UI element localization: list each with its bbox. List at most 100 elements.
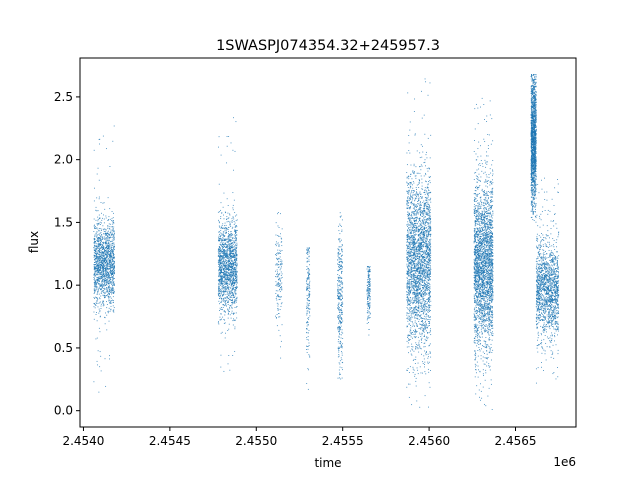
data-point: [233, 319, 235, 321]
data-point: [418, 197, 420, 199]
data-point: [306, 281, 308, 283]
data-point: [427, 206, 429, 208]
data-point: [410, 249, 412, 251]
data-point: [229, 281, 231, 283]
data-point: [225, 265, 227, 267]
data-point: [417, 284, 419, 286]
data-point: [235, 220, 237, 222]
data-point: [100, 288, 102, 290]
data-point: [227, 242, 229, 244]
data-point: [418, 208, 420, 210]
data-point: [277, 305, 279, 307]
data-point: [415, 294, 417, 296]
data-point: [340, 265, 342, 267]
data-point: [113, 263, 115, 264]
data-point: [225, 286, 227, 288]
data-point: [98, 256, 99, 258]
data-point: [223, 260, 224, 262]
data-point: [226, 231, 227, 233]
data-point: [106, 242, 108, 244]
data-point: [220, 244, 222, 246]
data-point: [110, 236, 112, 238]
data-point: [421, 249, 423, 251]
data-point: [225, 226, 227, 228]
season-points: [305, 247, 311, 390]
data-point: [219, 283, 221, 285]
data-point: [109, 299, 111, 301]
data-point: [424, 159, 426, 161]
data-point: [308, 329, 310, 331]
data-point: [104, 276, 106, 278]
data-point: [236, 277, 238, 279]
data-point: [112, 259, 114, 261]
data-point: [220, 276, 222, 277]
data-point: [227, 317, 229, 319]
data-point: [229, 223, 231, 225]
data-point: [220, 275, 222, 277]
data-point: [420, 227, 421, 229]
data-point: [218, 240, 219, 242]
data-point: [421, 308, 423, 310]
data-point: [306, 286, 308, 288]
data-point: [426, 213, 428, 215]
data-point: [415, 272, 417, 274]
data-point: [229, 293, 231, 295]
data-point: [108, 284, 110, 286]
data-point: [233, 246, 235, 248]
data-point: [221, 263, 223, 265]
data-point: [228, 248, 230, 250]
data-point: [229, 243, 231, 245]
data-point: [97, 167, 99, 169]
data-point: [234, 257, 235, 258]
data-point: [275, 292, 277, 294]
data-point: [113, 238, 115, 240]
data-point: [222, 249, 224, 251]
data-point: [218, 280, 220, 282]
data-point: [426, 168, 428, 170]
data-point: [112, 268, 114, 270]
data-point: [96, 254, 98, 256]
data-point: [229, 314, 231, 316]
data-point: [100, 278, 102, 280]
data-point: [420, 264, 422, 266]
data-point: [307, 339, 309, 341]
data-point: [106, 254, 108, 256]
data-point: [101, 219, 103, 221]
data-point: [420, 270, 422, 272]
data-point: [228, 227, 230, 228]
data-point: [308, 250, 310, 252]
data-point: [429, 205, 431, 207]
data-point: [96, 274, 98, 276]
data-point: [221, 261, 223, 263]
data-point: [218, 276, 220, 278]
data-point: [428, 321, 429, 323]
data-point: [280, 261, 282, 262]
data-point: [110, 290, 112, 292]
data-point: [227, 269, 229, 271]
data-point: [337, 293, 339, 295]
data-point: [226, 272, 228, 274]
data-point: [307, 388, 309, 390]
data-point: [407, 294, 409, 296]
data-point: [224, 314, 226, 316]
data-point: [97, 244, 99, 246]
data-point: [230, 305, 232, 307]
data-point: [418, 244, 419, 246]
data-point: [306, 322, 308, 323]
data-point: [94, 268, 96, 270]
data-point: [414, 307, 416, 309]
data-point: [104, 272, 106, 274]
data-point: [232, 263, 234, 265]
data-point: [414, 322, 416, 324]
data-point: [95, 246, 97, 248]
data-point: [429, 331, 431, 333]
data-point: [307, 252, 309, 254]
data-point: [100, 238, 102, 240]
data-point: [425, 373, 427, 375]
data-point: [96, 240, 98, 242]
data-point: [424, 395, 426, 397]
data-point: [337, 305, 339, 307]
data-point: [227, 287, 229, 289]
data-point: [338, 369, 340, 371]
data-point: [218, 248, 220, 250]
